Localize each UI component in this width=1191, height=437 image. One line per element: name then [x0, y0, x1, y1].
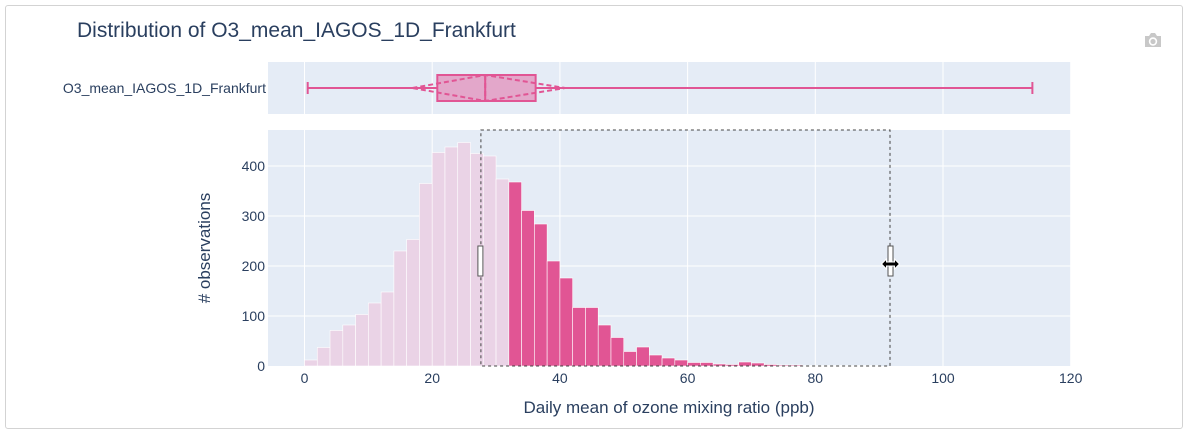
histogram-bar[interactable] — [636, 346, 650, 367]
histogram-bar[interactable] — [521, 210, 535, 367]
camera-icon[interactable] — [1143, 31, 1163, 49]
y-tick-labels: 0 100 200 300 400 — [242, 158, 266, 374]
histogram-bar[interactable] — [546, 260, 561, 367]
histogram-bar[interactable] — [508, 181, 522, 367]
histogram-bar[interactable] — [687, 362, 701, 367]
histogram-bar[interactable] — [380, 291, 395, 367]
y-tick-label: 200 — [242, 258, 266, 274]
chart-title: Distribution of O3_mean_IAGOS_1D_Frankfu… — [77, 19, 516, 42]
histogram-bar[interactable] — [393, 250, 407, 367]
histogram-bar[interactable] — [534, 223, 548, 367]
x-tick-label: 100 — [931, 370, 955, 386]
histogram-bar[interactable] — [559, 277, 573, 367]
box-plot[interactable] — [306, 73, 1034, 103]
box-trace-label: O3_mean_IAGOS_1D_Frankfurt — [63, 80, 266, 96]
x-tick-label: 0 — [301, 370, 309, 386]
y-axis-title: # observations — [195, 193, 214, 304]
histogram-bars[interactable] — [304, 142, 880, 367]
histogram-bar[interactable] — [661, 357, 676, 367]
histogram-bar[interactable] — [648, 354, 663, 367]
histogram-bar[interactable] — [482, 155, 497, 367]
histogram-bar[interactable] — [700, 362, 714, 367]
x-tick-label: 80 — [808, 370, 824, 386]
histogram-bar[interactable] — [419, 183, 433, 367]
y-tick-label: 400 — [242, 158, 266, 174]
histogram-bar[interactable] — [623, 351, 637, 367]
histogram-bar[interactable] — [738, 361, 752, 367]
x-tick-label: 60 — [680, 370, 696, 386]
histogram-bar[interactable] — [444, 146, 459, 367]
histogram-bar[interactable] — [431, 152, 446, 367]
histogram-bar[interactable] — [406, 239, 420, 367]
y-tick-label: 100 — [242, 308, 266, 324]
histogram-bar[interactable] — [368, 302, 382, 367]
histogram-bar[interactable] — [342, 324, 356, 367]
x-axis-title: Daily mean of ozone mixing ratio (ppb) — [523, 398, 814, 417]
selection-box[interactable] — [477, 129, 901, 367]
y-tick-label: 300 — [242, 208, 266, 224]
histogram-bar[interactable] — [674, 359, 688, 367]
histogram-bar[interactable] — [610, 337, 625, 367]
histogram-bar[interactable] — [316, 347, 331, 367]
selection-right-handle[interactable] — [887, 245, 894, 277]
histogram-bar[interactable] — [572, 307, 586, 367]
box-iqr[interactable] — [436, 74, 537, 102]
box-sd-diamond — [412, 73, 566, 103]
resize-cursor-icon — [880, 257, 901, 271]
histogram-bar[interactable] — [355, 314, 369, 367]
x-tick-label: 120 — [1059, 370, 1083, 386]
x-tick-label: 20 — [424, 370, 440, 386]
y-tick-label: 0 — [257, 358, 265, 374]
histogram-bar[interactable] — [597, 324, 612, 367]
histogram-bar[interactable] — [304, 359, 318, 367]
selection-left-handle[interactable] — [477, 245, 484, 277]
x-tick-label: 40 — [552, 370, 568, 386]
histogram-bar[interactable] — [457, 142, 471, 367]
histogram-bar[interactable] — [585, 307, 599, 367]
x-tick-labels: 0 20 40 60 80 100 120 — [301, 370, 1083, 386]
histogram-bar[interactable] — [495, 178, 510, 367]
histogram-bar[interactable] — [329, 330, 344, 367]
